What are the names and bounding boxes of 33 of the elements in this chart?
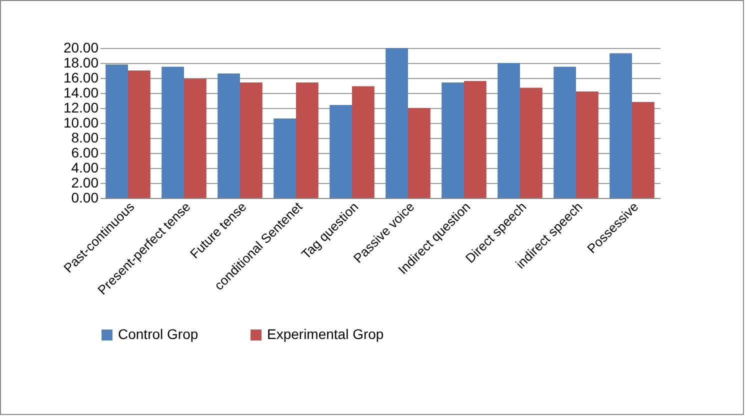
bar: [554, 66, 576, 198]
y-tick-label: 4.00: [71, 160, 99, 176]
y-tick-label: 2.00: [71, 174, 99, 190]
y-tick-label: 8.00: [71, 130, 99, 146]
y-tick-label: 20.00: [63, 40, 99, 56]
bar: [330, 105, 352, 198]
y-tick-label: 16.00: [63, 70, 99, 86]
bar: [520, 88, 542, 198]
y-tick-label: 6.00: [71, 144, 99, 160]
y-tick-label: 10.00: [63, 114, 99, 130]
bar: [184, 78, 206, 198]
bar: [408, 108, 430, 198]
y-tick-label: 0.00: [71, 190, 99, 206]
bar: [610, 53, 632, 198]
bar: [274, 118, 296, 198]
bar: [576, 92, 598, 198]
legend-label: Experimental Grop: [267, 326, 384, 342]
legend-label: Control Grop: [118, 326, 198, 342]
bar: [632, 102, 654, 198]
bar: [442, 82, 464, 198]
bar: [106, 64, 128, 198]
bar: [464, 81, 486, 198]
bar: [128, 70, 150, 198]
bar: [240, 82, 262, 198]
bar: [162, 66, 184, 198]
bar: [498, 63, 520, 198]
y-tick-label: 12.00: [63, 100, 99, 116]
y-tick-label: 18.00: [63, 54, 99, 70]
bar: [296, 82, 318, 198]
y-tick-label: 14.00: [63, 84, 99, 100]
bar: [218, 74, 240, 198]
bar: [352, 86, 374, 198]
bar: [386, 48, 408, 198]
